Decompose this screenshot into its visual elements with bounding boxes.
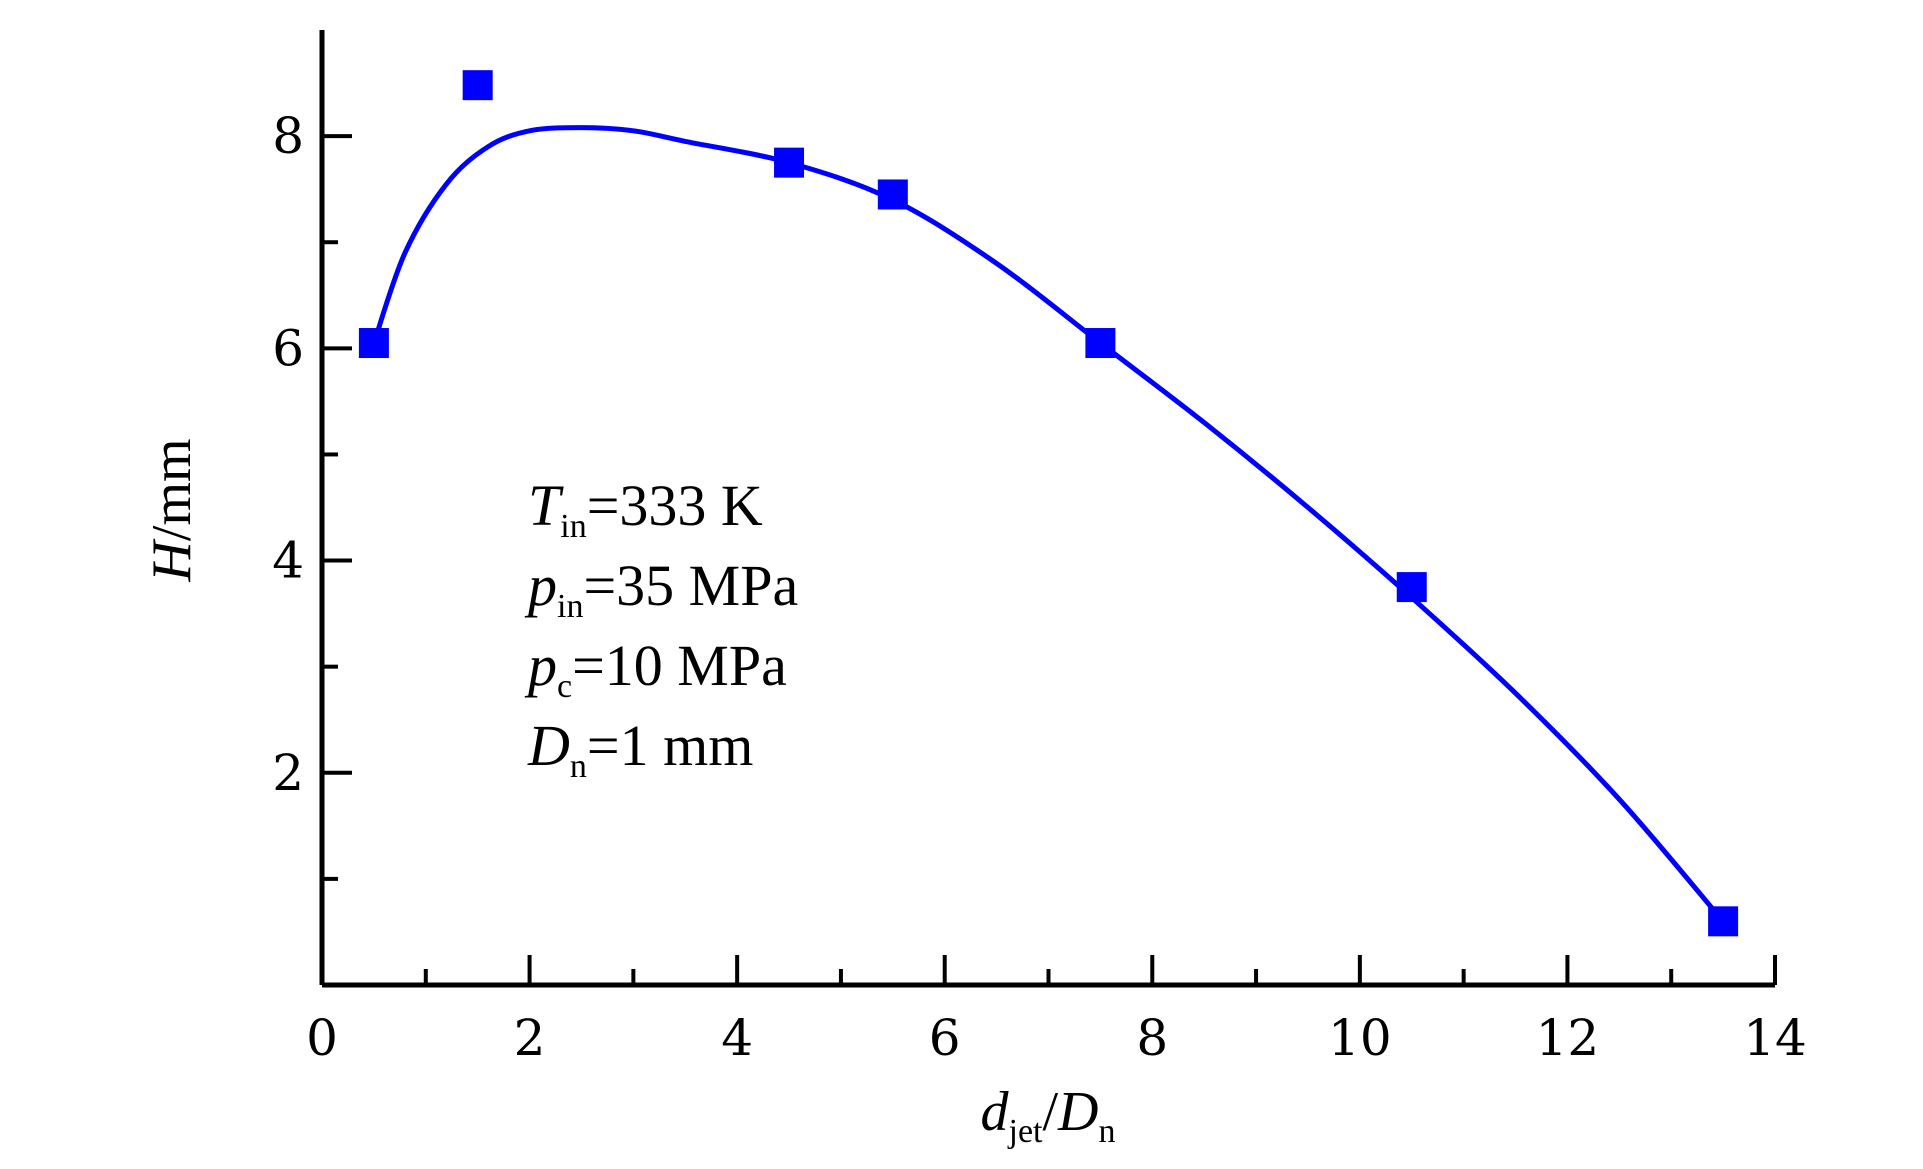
fit-curve [371, 125, 1726, 923]
condition-annotations: Tin=333 K pin=35 MPa pc=10 MPa Dn=1 mm [524, 473, 798, 785]
x-tick-label: 10 [1328, 1009, 1392, 1067]
y-tick-label: 8 [272, 107, 304, 165]
tick-labels: 0 2 4 6 8 10 12 14 2 4 6 8 [272, 107, 1807, 1067]
data-markers [358, 70, 1739, 937]
condition-annotation: Dn=1 mm [527, 713, 753, 785]
y-tick-label: 6 [272, 319, 304, 377]
data-point [358, 328, 389, 359]
x-tick-label: 2 [514, 1009, 546, 1067]
y-tick-label: 2 [272, 744, 304, 802]
y-axis-title: H/mm [141, 438, 203, 582]
x-tick-label: 12 [1536, 1009, 1600, 1067]
condition-annotation: Tin=333 K [528, 473, 763, 545]
x-tick-label: 4 [721, 1009, 753, 1067]
x-axis-title: djet/Dn [981, 1081, 1116, 1150]
y-tick-label: 4 [272, 532, 304, 590]
x-tick-label: 6 [929, 1009, 961, 1067]
x-tick-label: 14 [1743, 1009, 1807, 1067]
data-point [774, 147, 805, 178]
data-point [877, 179, 908, 210]
x-tick-label: 8 [1136, 1009, 1168, 1067]
x-tick-label: 0 [306, 1009, 338, 1067]
data-point [1708, 906, 1739, 937]
data-point [462, 70, 493, 101]
ticks [322, 134, 1777, 985]
data-point [1396, 572, 1427, 603]
condition-annotation: pin=35 MPa [524, 553, 798, 625]
condition-annotation: pc=10 MPa [524, 633, 787, 705]
data-point [1085, 328, 1116, 359]
